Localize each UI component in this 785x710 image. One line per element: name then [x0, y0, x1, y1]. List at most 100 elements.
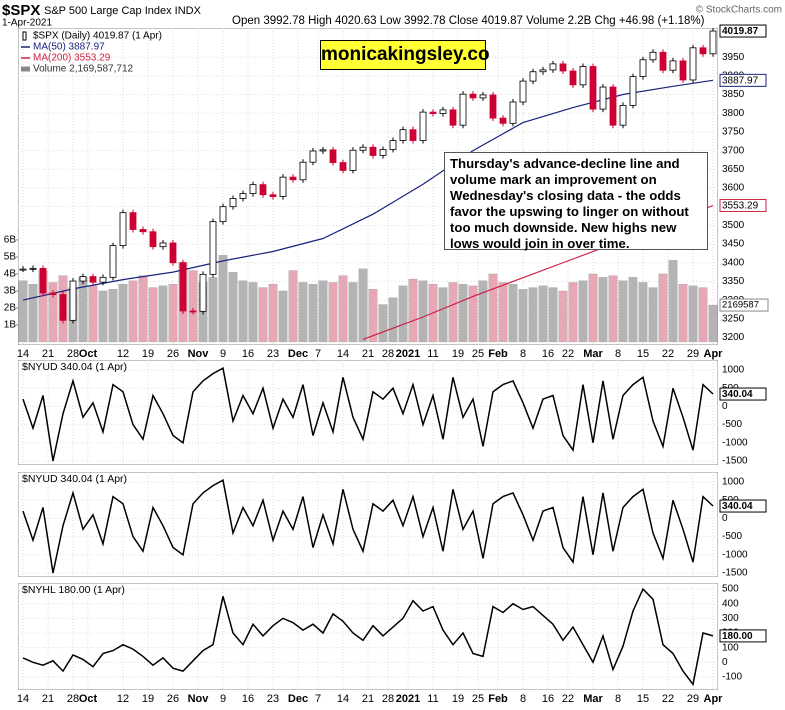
candle [39, 267, 47, 294]
x-tick-label: 16 [242, 693, 254, 705]
candle [239, 193, 247, 199]
volume-bar [218, 255, 228, 343]
candle [579, 66, 587, 86]
y-tick-label: 3650 [722, 164, 745, 175]
candle [369, 146, 377, 156]
value-tag [719, 24, 767, 38]
x-tick-label: Oct [79, 693, 98, 705]
volume-bar [328, 282, 338, 343]
candle [409, 129, 417, 141]
volume-bar [268, 283, 278, 343]
x-tick-label: Feb [488, 348, 508, 360]
volume-bar [128, 280, 138, 343]
annotation: Thursday's advance-decline line and volu… [444, 152, 708, 251]
y-tick-label: -1000 [722, 549, 748, 560]
volume-bar [308, 283, 318, 343]
x-tick-label: 7 [315, 693, 321, 705]
legend-label: Volume 2,169,587,712 [33, 64, 134, 75]
volume-bar [208, 277, 218, 343]
volume-bar [678, 283, 688, 343]
candle [659, 51, 667, 71]
volume-bar [398, 285, 408, 343]
x-tick-label: 19 [142, 693, 154, 705]
x-tick-label: 8 [520, 348, 526, 360]
volume-bar [488, 273, 498, 343]
volume-bar [558, 290, 568, 343]
indicator-line [22, 479, 714, 574]
volume-bar [388, 297, 398, 343]
y-tick-label: -1000 [722, 437, 748, 448]
candle [519, 80, 527, 103]
chart-subtitle: S&P 500 Large Cap Index INDX [44, 5, 202, 17]
x-tick-label: Mar [583, 693, 603, 705]
logo: monicakingsley.co [320, 40, 490, 70]
value-tag-label: 3887.97 [722, 75, 759, 86]
indicator-line [22, 587, 714, 687]
volume-bar [618, 280, 628, 343]
candle [139, 229, 147, 233]
legend-swatch [22, 31, 27, 41]
volume-bar [108, 289, 118, 343]
volume-bar [688, 285, 698, 343]
volume-bar [478, 280, 488, 343]
volume-bar [548, 287, 558, 343]
x-tick-label: 11 [427, 693, 438, 705]
candle [549, 63, 557, 71]
value-tag-label: 3553.29 [722, 201, 759, 212]
candle [559, 63, 567, 72]
y2-tick-label: 4B [4, 269, 17, 280]
candle [589, 66, 597, 110]
candle [339, 162, 347, 171]
y-tick-label: 3600 [722, 183, 745, 194]
x-tick-label: 8 [615, 348, 621, 360]
volume-bar [648, 287, 658, 343]
candle [359, 146, 367, 151]
candle [319, 149, 327, 152]
candle [449, 109, 457, 126]
y-tick-label: -1500 [722, 456, 748, 467]
volume-bar [318, 280, 328, 343]
x-tick-label: 8 [615, 693, 621, 705]
y-tick-label: 3400 [722, 257, 745, 268]
volume-bar [248, 282, 258, 343]
volume-bar [498, 282, 508, 343]
candle [599, 86, 607, 110]
quote: Open 3992.78 High 4020.63 Low 3992.78 Cl… [232, 15, 705, 27]
panel-frame [18, 583, 718, 690]
y-tick-label: 3500 [722, 220, 745, 231]
volume-bar [88, 285, 98, 343]
y-tick-label: 3950 [722, 52, 745, 63]
y-tick-label: 0 [722, 401, 728, 412]
candle [179, 262, 187, 312]
candle [529, 71, 537, 82]
candle [419, 111, 427, 141]
candle [279, 176, 287, 197]
volume-bar [528, 287, 538, 343]
y-tick-label: -500 [722, 531, 742, 542]
volume-bar [358, 268, 368, 343]
volume-bar [378, 304, 388, 343]
candle [19, 268, 27, 271]
volume-bar [538, 285, 548, 343]
candle [379, 149, 387, 156]
x-tick-label: 12 [117, 348, 129, 360]
x-tick-label: Feb [488, 693, 508, 705]
y-tick-label: 1000 [722, 365, 745, 376]
y-tick-label: 0 [722, 657, 728, 668]
volume-bar [338, 275, 348, 343]
x-tick-label: 15 [637, 348, 649, 360]
candle [119, 212, 127, 246]
volume-bar [658, 273, 668, 343]
candle [619, 104, 627, 126]
candle [709, 30, 717, 55]
y-tick-label: 3850 [722, 89, 745, 100]
volume-bar [138, 275, 148, 343]
volume-bar [238, 280, 248, 343]
x-tick-label: 2021 [396, 693, 420, 705]
x-tick-label: Nov [188, 693, 210, 705]
y2-tick-label: 3B [4, 286, 17, 297]
x-tick-label: 14 [337, 348, 349, 360]
legend-label: MA(200) 3553.29 [33, 53, 111, 64]
x-tick-label: 28 [382, 693, 394, 705]
x-tick-label: 21 [42, 693, 54, 705]
